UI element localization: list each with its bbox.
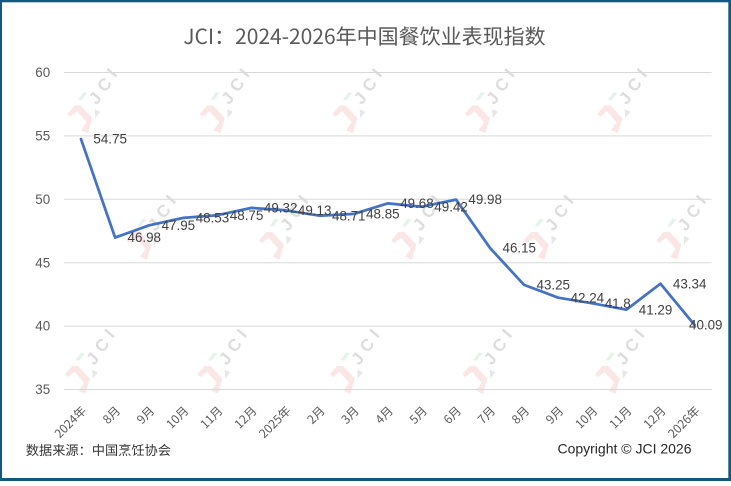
svg-text:47.95: 47.95 <box>162 218 196 233</box>
svg-text:48.75: 48.75 <box>230 208 264 223</box>
svg-text:49.42: 49.42 <box>434 199 468 214</box>
svg-text:46.15: 46.15 <box>503 241 537 256</box>
svg-text:48.53: 48.53 <box>196 211 230 226</box>
svg-text:40: 40 <box>35 319 50 334</box>
svg-text:45: 45 <box>35 255 50 270</box>
svg-text:41.8: 41.8 <box>605 296 631 311</box>
svg-text:40.09: 40.09 <box>689 318 723 333</box>
svg-text:35: 35 <box>35 382 50 397</box>
svg-text:54.75: 54.75 <box>93 132 127 147</box>
svg-text:49.13: 49.13 <box>298 203 332 218</box>
svg-text:43.25: 43.25 <box>537 278 571 293</box>
svg-text:46.98: 46.98 <box>128 230 162 245</box>
svg-text:55: 55 <box>35 129 50 144</box>
svg-text:49.68: 49.68 <box>400 196 434 211</box>
svg-text:48.85: 48.85 <box>366 207 400 222</box>
svg-text:48.71: 48.71 <box>332 208 366 223</box>
svg-text:49.32: 49.32 <box>264 201 298 216</box>
svg-text:41.29: 41.29 <box>639 302 673 317</box>
svg-text:49.98: 49.98 <box>468 192 502 207</box>
svg-text:50: 50 <box>35 192 50 207</box>
svg-text:60: 60 <box>35 65 50 80</box>
svg-text:Copyright © JCI 2026: Copyright © JCI 2026 <box>557 441 691 457</box>
svg-text:42.24: 42.24 <box>571 290 605 305</box>
svg-text:43.34: 43.34 <box>673 276 707 291</box>
